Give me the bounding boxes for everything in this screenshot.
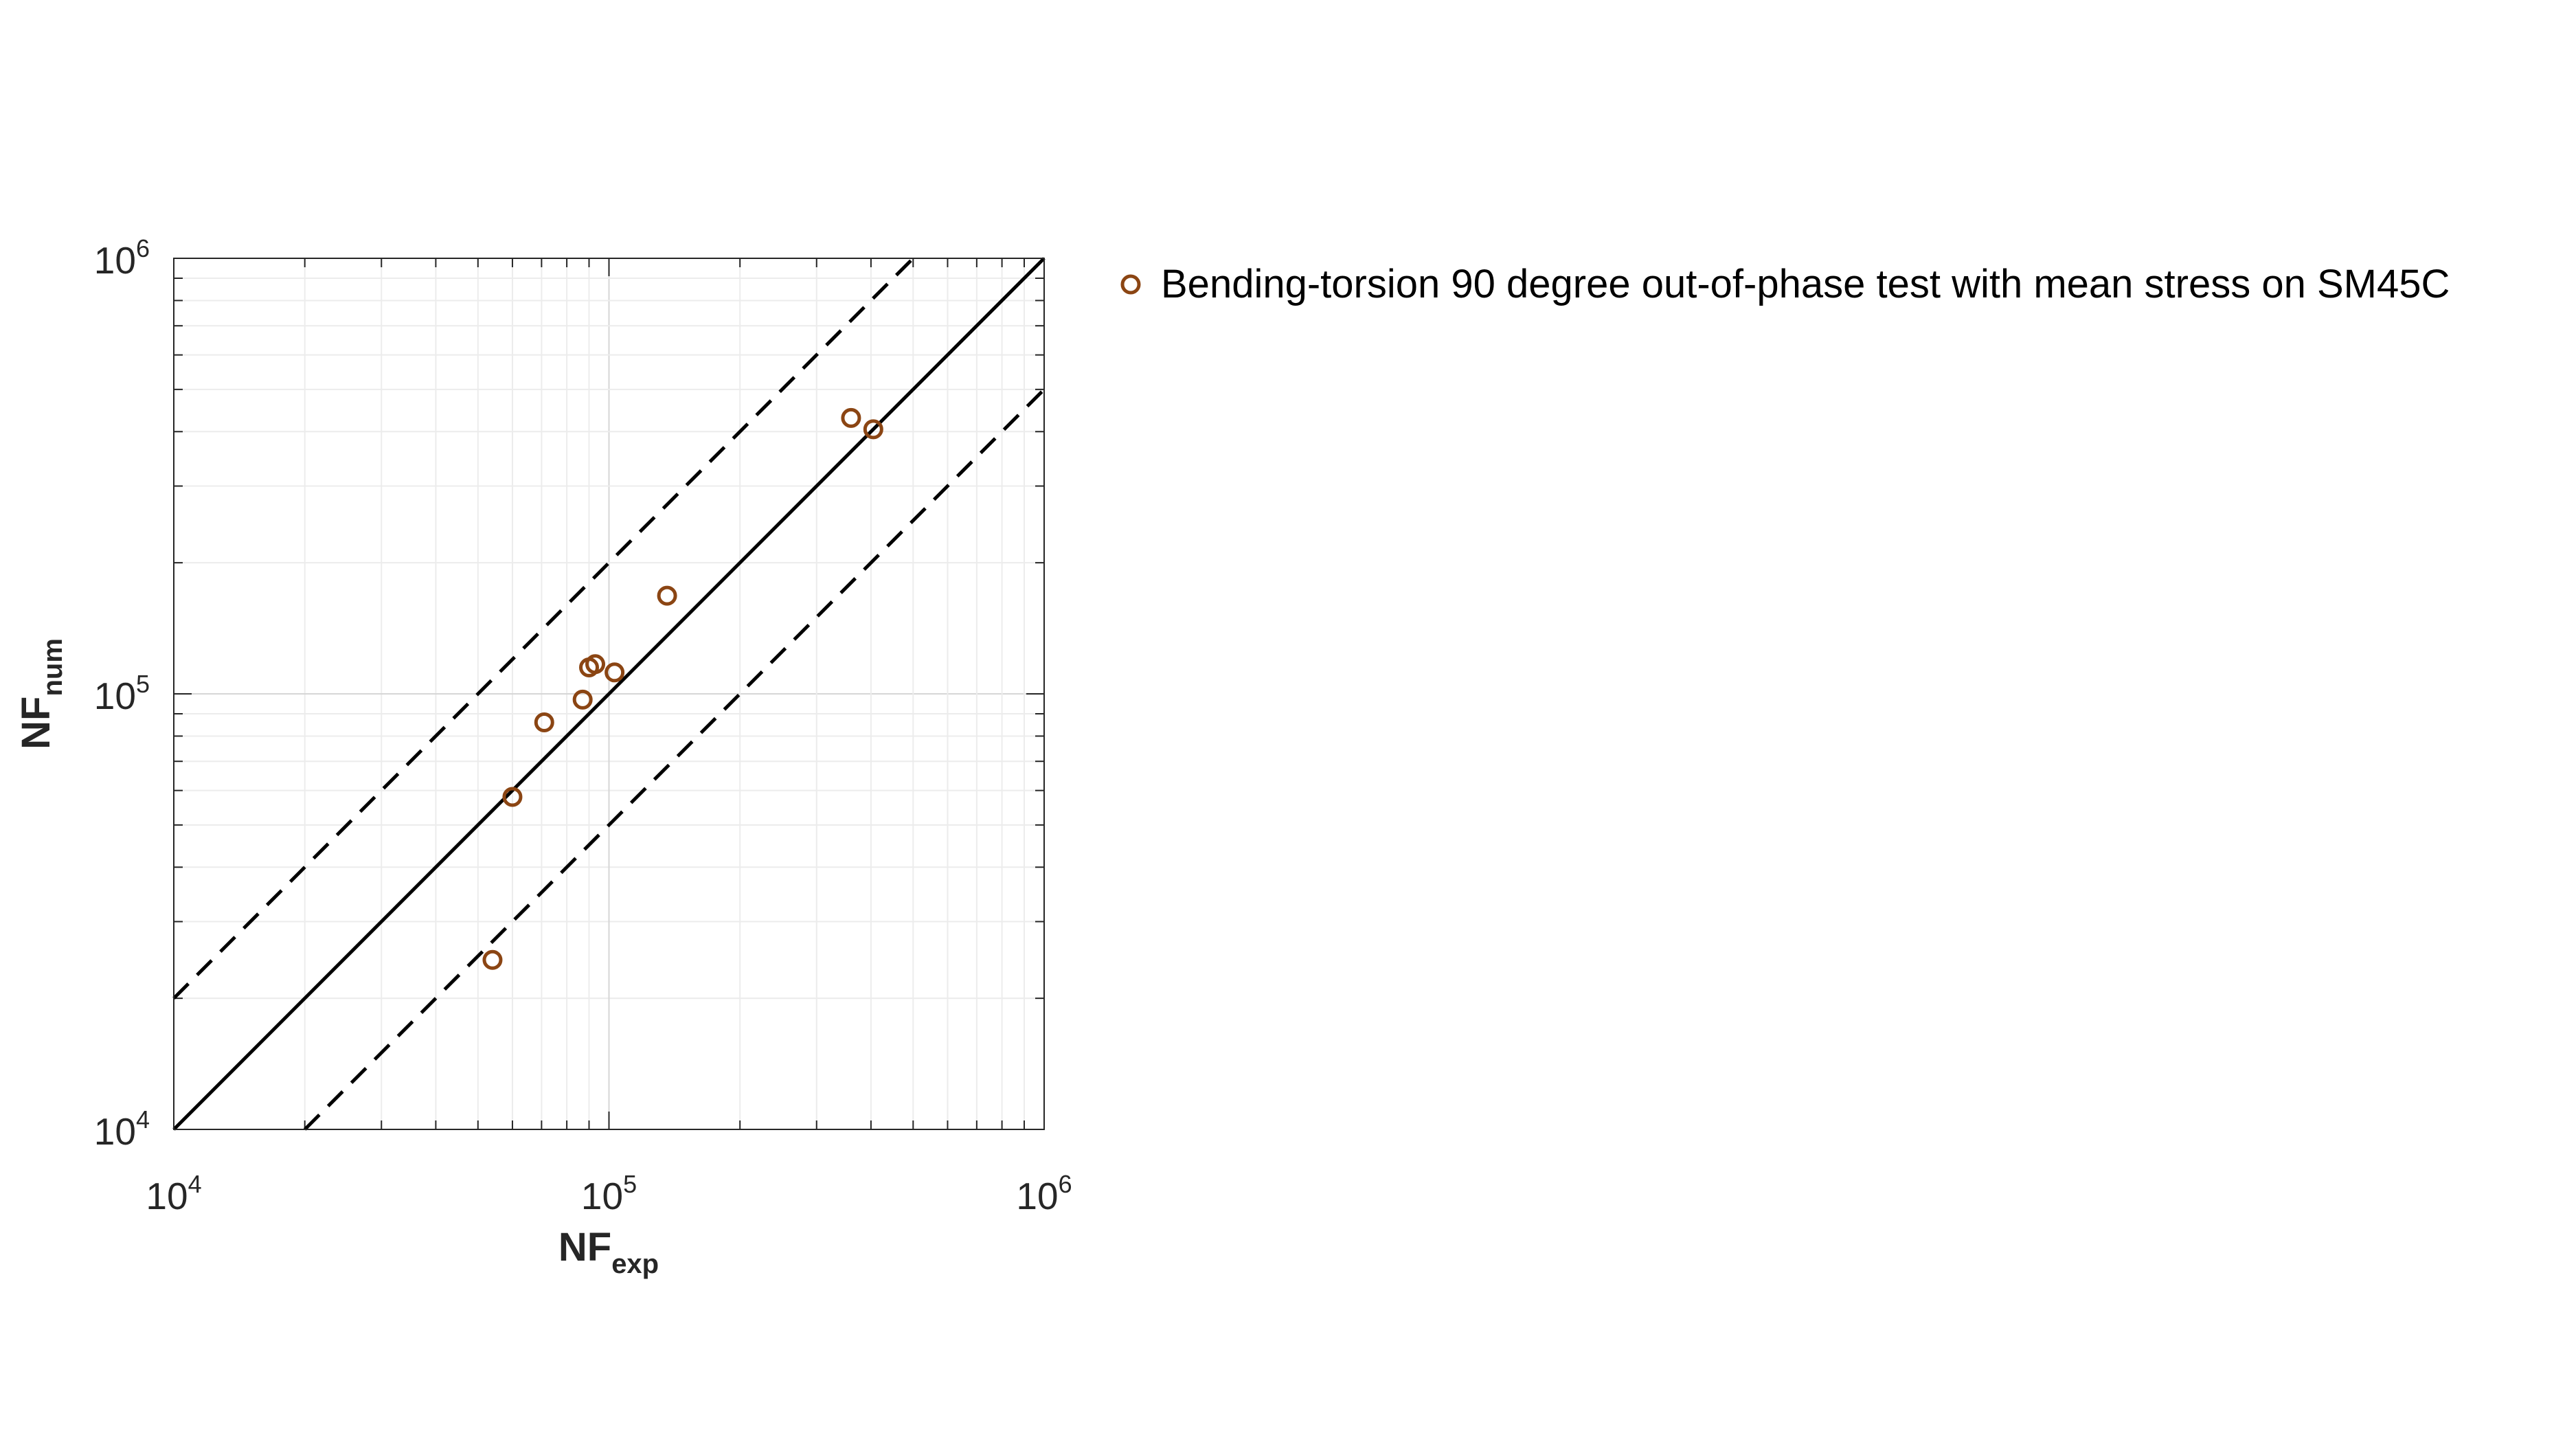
- tick-labels: 104 105 106 104 105 106: [94, 234, 1072, 1217]
- x-axis-label-sub: exp: [611, 1249, 659, 1279]
- data-point: [482, 949, 503, 970]
- y-tick-label: 106: [94, 234, 150, 282]
- y-tick-label: 105: [94, 670, 150, 717]
- data-point: [534, 712, 554, 733]
- data-point: [502, 787, 523, 807]
- y-axis-label: NFnum: [14, 638, 68, 750]
- data-point: [841, 407, 861, 428]
- plot-frame: [173, 258, 1045, 1130]
- dashed-reference-line: [172, 257, 915, 1000]
- data-point: [572, 689, 593, 710]
- y-axis-label-base: NF: [14, 697, 58, 750]
- data-point: [605, 662, 625, 683]
- y-axis-label-sub: num: [38, 638, 68, 696]
- x-axis-label-base: NF: [558, 1225, 611, 1270]
- data-point: [863, 419, 883, 440]
- reference-lines: [172, 257, 1046, 1131]
- y-tick-label: 104: [94, 1105, 150, 1153]
- x-tick-label: 104: [146, 1170, 201, 1217]
- legend: Bending-torsion 90 degree out-of-phase t…: [1120, 262, 2450, 306]
- legend-marker: [1120, 274, 1141, 295]
- x-tick-label: 106: [1016, 1170, 1072, 1217]
- data-point: [657, 585, 677, 606]
- dashed-reference-line: [303, 388, 1046, 1131]
- data-points: [482, 407, 883, 970]
- legend-entry-label: Bending-torsion 90 degree out-of-phase t…: [1161, 262, 2450, 306]
- data-point: [585, 654, 606, 675]
- identity-line: [172, 257, 1046, 1131]
- x-axis-label: NFexp: [558, 1225, 659, 1279]
- x-tick-label: 105: [581, 1170, 637, 1217]
